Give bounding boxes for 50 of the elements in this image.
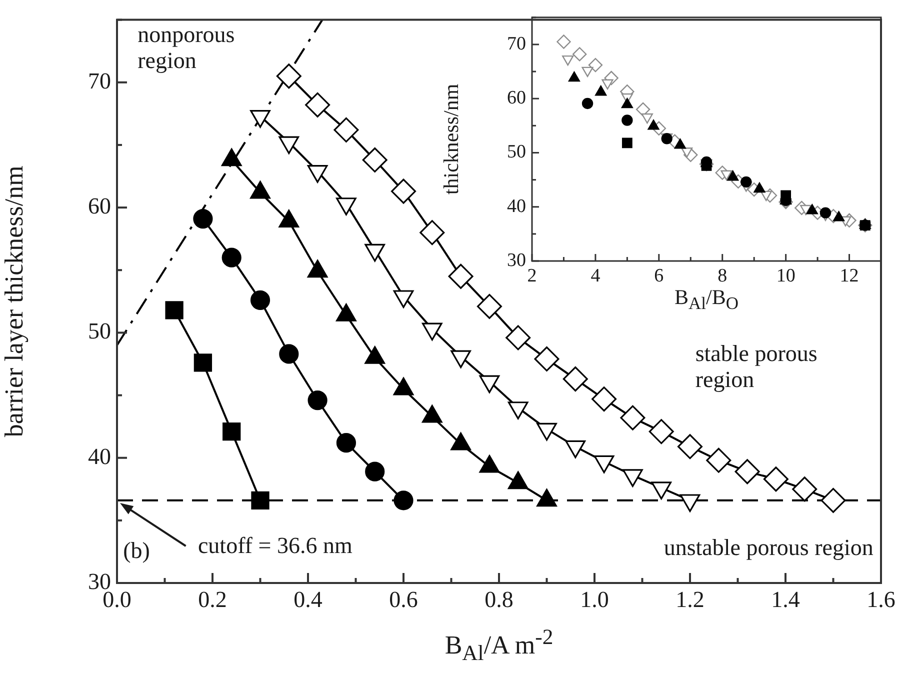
annotation: unstable porous region [662, 535, 874, 562]
x-tick-label: 1.4 [771, 586, 800, 612]
y-axis-title: thickness/nm [439, 84, 464, 195]
x-tick-label: 4 [590, 265, 601, 286]
x-tick-label: 1.6 [866, 586, 896, 612]
point [674, 138, 686, 149]
point [572, 47, 587, 62]
annotation: nonporous region [138, 22, 236, 75]
x-axis-title: B$_{Al}$/B$_{O}$ [674, 285, 740, 314]
y-tick-label: 40 [88, 444, 111, 469]
y-tick-label: 60 [88, 194, 111, 219]
x-axis-title: B$_{Al}$/A m$^{-2}$ [444, 625, 554, 666]
point [806, 204, 818, 214]
x-tick-label: 1.2 [676, 586, 704, 612]
point [582, 66, 594, 78]
y-tick-label: 50 [507, 142, 526, 163]
y-axis-title: barrier layer thickness/nm [0, 166, 28, 438]
x-tick-label: 2 [527, 265, 537, 286]
x-tick-label: 8 [718, 265, 728, 286]
x-tick-label: 0.4 [294, 586, 323, 612]
x-tick-label: 0.2 [198, 586, 227, 612]
x-tick-label: 0.6 [389, 586, 418, 612]
point [754, 182, 766, 193]
ref-line-label: cutoff = 36.6 nm [198, 533, 352, 560]
x-tick-label: 0.8 [484, 586, 514, 612]
annotation: stable porous region [695, 340, 818, 394]
annotation: (b) [123, 538, 151, 564]
point [636, 102, 650, 117]
y-tick-label: 60 [507, 88, 526, 109]
point [602, 79, 614, 90]
point [740, 176, 752, 188]
point [622, 138, 632, 148]
y-tick-label: 40 [507, 196, 526, 217]
y-tick-label: 30 [507, 250, 526, 271]
point [588, 58, 603, 72]
point [622, 114, 633, 126]
x-tick-label: 12 [840, 265, 859, 286]
x-tick-label: 10 [776, 265, 796, 286]
y-tick-label: 70 [507, 33, 526, 54]
point [641, 113, 653, 124]
y-tick-label: 50 [88, 318, 111, 344]
y-tick-label: 70 [88, 68, 111, 94]
point [562, 55, 574, 66]
x-tick-label: 6 [654, 265, 664, 286]
x-tick-label: 1.0 [580, 586, 609, 612]
point [820, 207, 832, 218]
point [833, 211, 845, 222]
point [556, 34, 571, 49]
point [582, 98, 594, 110]
point [727, 170, 739, 181]
